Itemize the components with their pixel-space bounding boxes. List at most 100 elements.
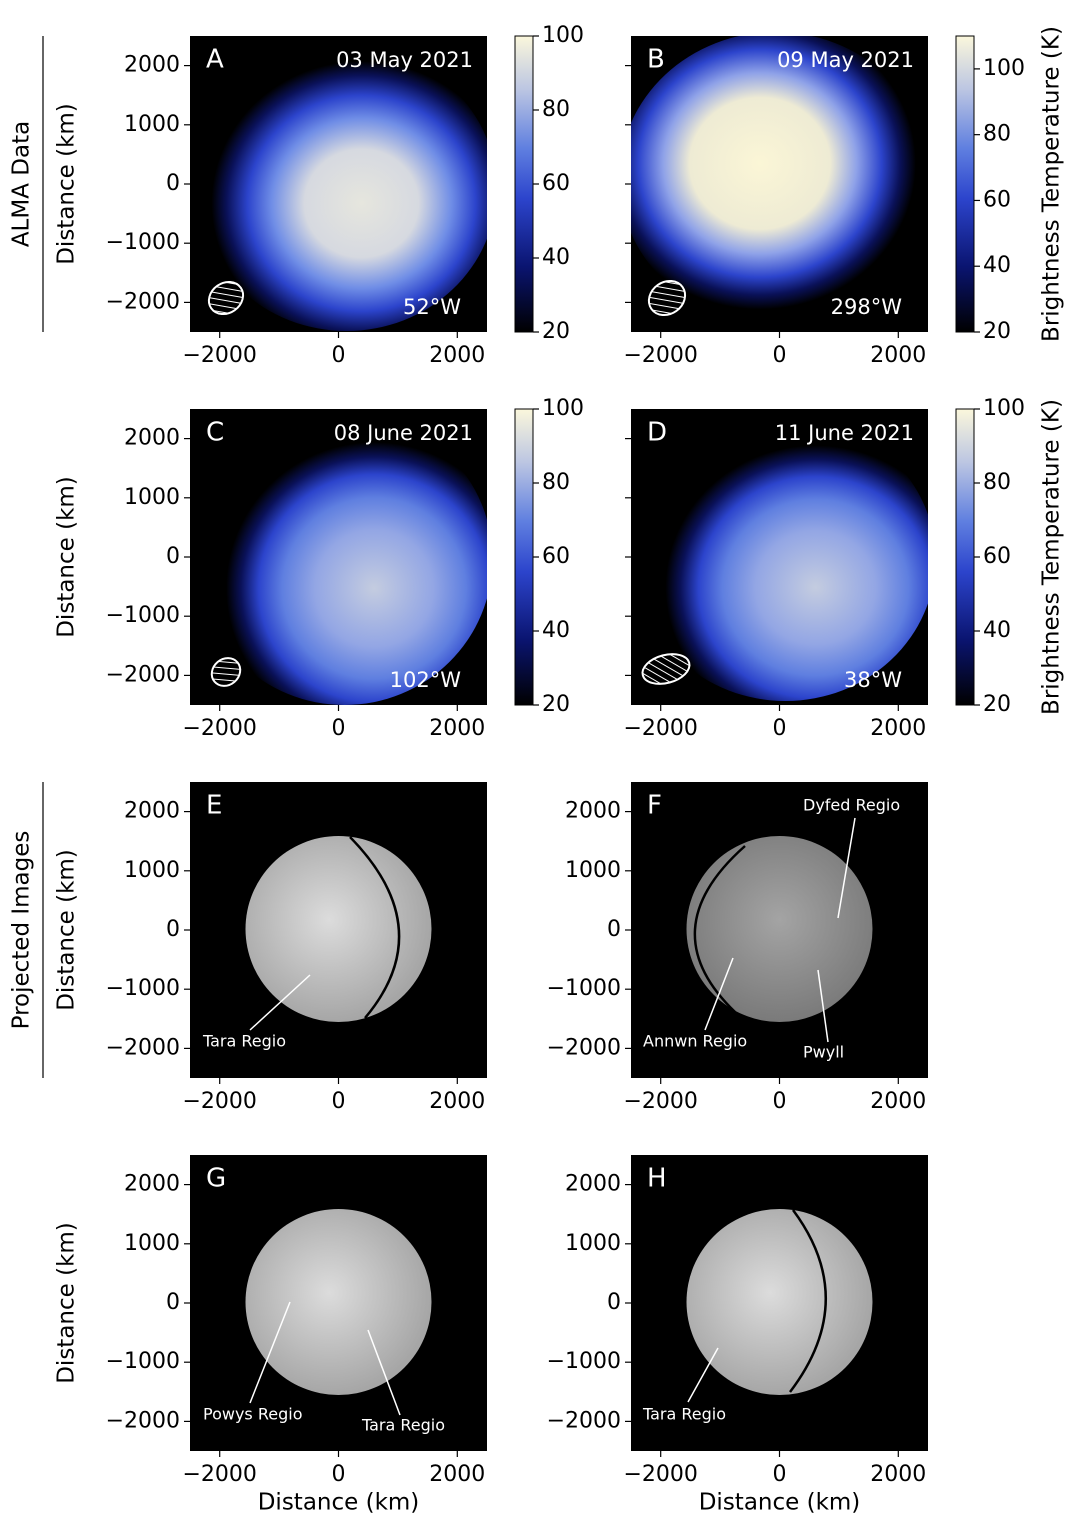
- x-tick-label: −2000: [623, 343, 697, 368]
- y-tick-label: −1000: [106, 603, 180, 628]
- colorbar: [956, 409, 974, 705]
- x-tick-label: −2000: [182, 343, 256, 368]
- y-axis-label: Distance (km): [54, 849, 80, 1011]
- y-tick-label: 2000: [565, 799, 621, 824]
- colorbar-tick-label: 40: [542, 245, 570, 270]
- panel-letter: G: [206, 1164, 226, 1194]
- annotation: Tara Regio: [642, 1405, 726, 1424]
- longitude: 52°W: [403, 295, 461, 319]
- longitude: 102°W: [390, 668, 462, 692]
- colorbar-tick-label: 100: [542, 396, 584, 421]
- y-axis-label: Distance (km): [54, 1222, 80, 1384]
- y-tick-label: 0: [607, 1290, 621, 1315]
- projected-disk: [246, 1209, 432, 1395]
- x-tick-label: −2000: [182, 1089, 256, 1114]
- colorbar-tick-label: 20: [542, 692, 570, 717]
- colorbar-tick-label: 80: [542, 470, 570, 495]
- annotation: Pwyll: [803, 1043, 844, 1062]
- x-axis-label: Distance (km): [258, 1490, 420, 1516]
- x-tick-label: 2000: [870, 343, 926, 368]
- x-tick-label: −2000: [182, 716, 256, 741]
- y-tick-label: 1000: [565, 1231, 621, 1256]
- x-tick-label: −2000: [623, 716, 697, 741]
- date: 08 June 2021: [334, 421, 473, 445]
- y-tick-label: 2000: [565, 1172, 621, 1197]
- panel: [190, 36, 497, 332]
- panel-letter: D: [647, 418, 667, 448]
- annotation: Annwn Regio: [643, 1032, 747, 1051]
- panel: [620, 32, 932, 332]
- x-tick-label: −2000: [182, 1462, 256, 1487]
- y-tick-label: −1000: [106, 1349, 180, 1374]
- y-tick-label: 2000: [124, 426, 180, 451]
- longitude: 38°W: [844, 668, 902, 692]
- annotation: Dyfed Regio: [803, 796, 900, 815]
- y-axis-label: Distance (km): [54, 476, 80, 638]
- y-tick-label: 0: [166, 917, 180, 942]
- colorbar-label: Brightness Temperature (K): [1039, 26, 1065, 342]
- panel-letter: H: [647, 1164, 667, 1194]
- brightness-map: [620, 32, 932, 324]
- y-axis-label: Distance (km): [54, 103, 80, 265]
- annotation: Powys Regio: [203, 1405, 302, 1424]
- y-tick-label: 2000: [124, 53, 180, 78]
- y-tick-label: 1000: [124, 485, 180, 510]
- x-axis-label: Distance (km): [699, 1490, 861, 1516]
- panel-letter: E: [206, 791, 222, 821]
- colorbar-tick-label: 60: [542, 171, 570, 196]
- y-tick-label: 0: [166, 1290, 180, 1315]
- page: A03 May 202152°W−200002000−2000−10000100…: [0, 0, 1072, 1523]
- colorbar-tick-label: 20: [983, 692, 1011, 717]
- colorbar-tick-label: 100: [542, 23, 584, 48]
- x-tick-label: 0: [332, 343, 346, 368]
- colorbar-tick-label: 100: [983, 56, 1025, 81]
- colorbar-tick-label: 60: [542, 544, 570, 569]
- colorbar: [515, 36, 533, 332]
- y-tick-label: −2000: [106, 289, 180, 314]
- y-tick-label: −1000: [106, 230, 180, 255]
- colorbar-tick-label: 40: [983, 253, 1011, 278]
- projected-disk: [246, 836, 432, 1022]
- row-label: Projected Images: [9, 831, 35, 1030]
- colorbar-tick-label: 100: [983, 396, 1025, 421]
- x-tick-label: 2000: [870, 716, 926, 741]
- panel-letter: B: [647, 45, 665, 75]
- y-tick-label: −2000: [547, 1035, 621, 1060]
- x-tick-label: 0: [332, 1462, 346, 1487]
- projected-disk: [687, 1209, 873, 1395]
- annotation: Tara Regio: [361, 1416, 445, 1435]
- colorbar-tick-label: 80: [983, 122, 1011, 147]
- colorbar-tick-label: 20: [542, 319, 570, 344]
- colorbar: [956, 36, 974, 332]
- x-tick-label: 2000: [429, 1462, 485, 1487]
- colorbar-tick-label: 80: [983, 470, 1011, 495]
- y-tick-label: 1000: [124, 112, 180, 137]
- colorbar-tick-label: 60: [983, 544, 1011, 569]
- x-tick-label: 0: [332, 1089, 346, 1114]
- date: 11 June 2021: [775, 421, 914, 445]
- y-tick-label: −2000: [547, 1408, 621, 1433]
- colorbar-tick-label: 80: [542, 97, 570, 122]
- date: 03 May 2021: [336, 48, 473, 72]
- colorbar: [515, 409, 533, 705]
- projected-disk: [687, 836, 873, 1022]
- x-tick-label: 0: [773, 343, 787, 368]
- y-tick-label: −2000: [106, 1035, 180, 1060]
- colorbar-tick-label: 40: [542, 618, 570, 643]
- figure: A03 May 202152°W−200002000−2000−10000100…: [0, 0, 1072, 1523]
- colorbar-tick-label: 40: [983, 618, 1011, 643]
- y-tick-label: 0: [607, 917, 621, 942]
- x-tick-label: 2000: [429, 716, 485, 741]
- y-tick-label: 0: [166, 171, 180, 196]
- y-tick-label: −1000: [106, 976, 180, 1001]
- y-tick-label: 2000: [124, 1172, 180, 1197]
- x-tick-label: 2000: [870, 1089, 926, 1114]
- x-tick-label: 2000: [429, 1089, 485, 1114]
- colorbar-label: Brightness Temperature (K): [1039, 399, 1065, 715]
- x-tick-label: −2000: [623, 1462, 697, 1487]
- panel: [631, 409, 936, 705]
- y-tick-label: −2000: [106, 1408, 180, 1433]
- x-tick-label: 0: [773, 1462, 787, 1487]
- x-tick-label: 0: [773, 1089, 787, 1114]
- x-tick-label: 0: [773, 716, 787, 741]
